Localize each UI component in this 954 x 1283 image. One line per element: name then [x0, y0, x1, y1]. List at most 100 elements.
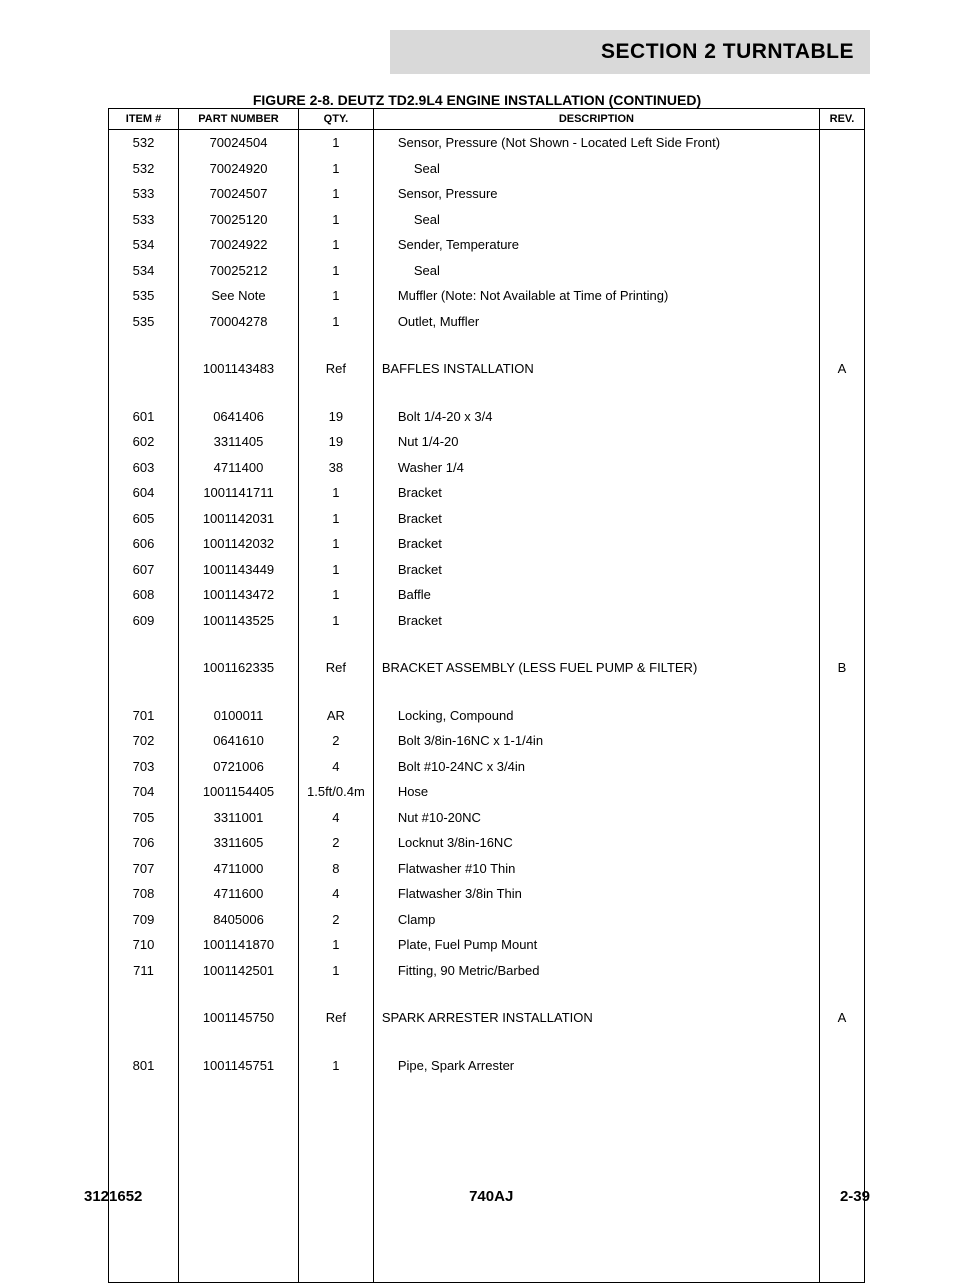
cell-qty: 1	[299, 608, 374, 634]
cell-rev	[820, 830, 865, 856]
table-row: 603471140038Washer 1/4	[109, 455, 865, 481]
cell-rev: B	[820, 655, 865, 681]
cell-part: 1001143449	[179, 557, 299, 583]
cell-desc: Bracket	[373, 608, 819, 634]
cell-rev	[820, 932, 865, 958]
table-row: 70633116052Locknut 3/8in-16NC	[109, 830, 865, 856]
cell-part: 70024920	[179, 156, 299, 182]
cell-desc: Locknut 3/8in-16NC	[373, 830, 819, 856]
cell-rev	[820, 557, 865, 583]
cell-qty: 1	[299, 1053, 374, 1079]
cell-item: 604	[109, 480, 179, 506]
cell-qty: 1	[299, 156, 374, 182]
col-header-rev: REV.	[820, 109, 865, 130]
cell-item: 710	[109, 932, 179, 958]
cell-part: 1001142501	[179, 958, 299, 984]
cell-qty: 2	[299, 728, 374, 754]
cell-desc: Flatwasher 3/8in Thin	[373, 881, 819, 907]
table-row: 60910011435251Bracket	[109, 608, 865, 634]
cell-rev	[820, 754, 865, 780]
cell-rev	[820, 130, 865, 156]
cell-rev: A	[820, 356, 865, 382]
cell-rev	[820, 232, 865, 258]
cell-desc: Clamp	[373, 907, 819, 933]
cell-rev	[820, 506, 865, 532]
cell-item: 535	[109, 283, 179, 309]
footer-model: 740AJ	[469, 1188, 513, 1205]
cell-qty: 1	[299, 258, 374, 284]
table-row: 535700042781Outlet, Muffler	[109, 309, 865, 335]
cell-rev: A	[820, 1005, 865, 1031]
col-header-qty: QTY.	[299, 109, 374, 130]
cell-desc: Hose	[373, 779, 819, 805]
cell-qty: 1	[299, 130, 374, 156]
cell-part: 1001145750	[179, 1005, 299, 1031]
cell-part: 0100011	[179, 703, 299, 729]
cell-qty: 1	[299, 207, 374, 233]
cell-rev	[820, 608, 865, 634]
cell-part: 1001142031	[179, 506, 299, 532]
table-row: 533700251201Seal	[109, 207, 865, 233]
table-row: 534700252121Seal	[109, 258, 865, 284]
table-row: 1001145750RefSPARK ARRESTER INSTALLATION…	[109, 1005, 865, 1031]
cell-item	[109, 655, 179, 681]
cell-qty: Ref	[299, 1005, 374, 1031]
cell-part: 1001143525	[179, 608, 299, 634]
cell-rev	[820, 181, 865, 207]
col-header-part: PART NUMBER	[179, 109, 299, 130]
col-header-item: ITEM #	[109, 109, 179, 130]
cell-qty: 1.5ft/0.4m	[299, 779, 374, 805]
cell-part: 70004278	[179, 309, 299, 335]
cell-part: 1001154405	[179, 779, 299, 805]
cell-item: 701	[109, 703, 179, 729]
cell-item: 605	[109, 506, 179, 532]
cell-rev	[820, 703, 865, 729]
cell-rev	[820, 805, 865, 831]
cell-qty: 4	[299, 805, 374, 831]
cell-desc: Outlet, Muffler	[373, 309, 819, 335]
cell-part: 70024504	[179, 130, 299, 156]
table-row: 70206416102Bolt 3/8in-16NC x 1-1/4in	[109, 728, 865, 754]
table-row: 60410011417111Bracket	[109, 480, 865, 506]
cell-rev	[820, 156, 865, 182]
cell-desc: Sensor, Pressure (Not Shown - Located Le…	[373, 130, 819, 156]
table-row: 70533110014Nut #10-20NC	[109, 805, 865, 831]
cell-desc: Locking, Compound	[373, 703, 819, 729]
cell-part: 4711600	[179, 881, 299, 907]
col-header-desc: DESCRIPTION	[373, 109, 819, 130]
cell-desc: Muffler (Note: Not Available at Time of …	[373, 283, 819, 309]
cell-part: 4711000	[179, 856, 299, 882]
cell-qty: 8	[299, 856, 374, 882]
table-row: 60610011420321Bracket	[109, 531, 865, 557]
cell-item: 534	[109, 232, 179, 258]
cell-qty: 1	[299, 506, 374, 532]
section-title: SECTION 2 TURNTABLE	[601, 40, 854, 64]
cell-rev	[820, 881, 865, 907]
cell-item: 533	[109, 207, 179, 233]
cell-item: 703	[109, 754, 179, 780]
cell-qty: 1	[299, 480, 374, 506]
cell-rev	[820, 582, 865, 608]
cell-desc: Baffle	[373, 582, 819, 608]
cell-qty: 1	[299, 958, 374, 984]
parts-table: ITEM # PART NUMBER QTY. DESCRIPTION REV.…	[108, 108, 865, 1283]
cell-part: 0641610	[179, 728, 299, 754]
cell-qty: 1	[299, 232, 374, 258]
cell-part: See Note	[179, 283, 299, 309]
cell-desc: Bolt 3/8in-16NC x 1-1/4in	[373, 728, 819, 754]
table-row: 70747110008Flatwasher #10 Thin	[109, 856, 865, 882]
cell-desc: Washer 1/4	[373, 455, 819, 481]
cell-part: 1001143472	[179, 582, 299, 608]
cell-desc: Flatwasher #10 Thin	[373, 856, 819, 882]
cell-item: 601	[109, 404, 179, 430]
table-row	[109, 382, 865, 404]
cell-qty: 2	[299, 907, 374, 933]
cell-desc: BAFFLES INSTALLATION	[373, 356, 819, 382]
cell-item: 609	[109, 608, 179, 634]
cell-rev	[820, 309, 865, 335]
cell-qty: 4	[299, 754, 374, 780]
cell-item: 608	[109, 582, 179, 608]
cell-rev	[820, 531, 865, 557]
table-row: 70847116004Flatwasher 3/8in Thin	[109, 881, 865, 907]
cell-rev	[820, 455, 865, 481]
